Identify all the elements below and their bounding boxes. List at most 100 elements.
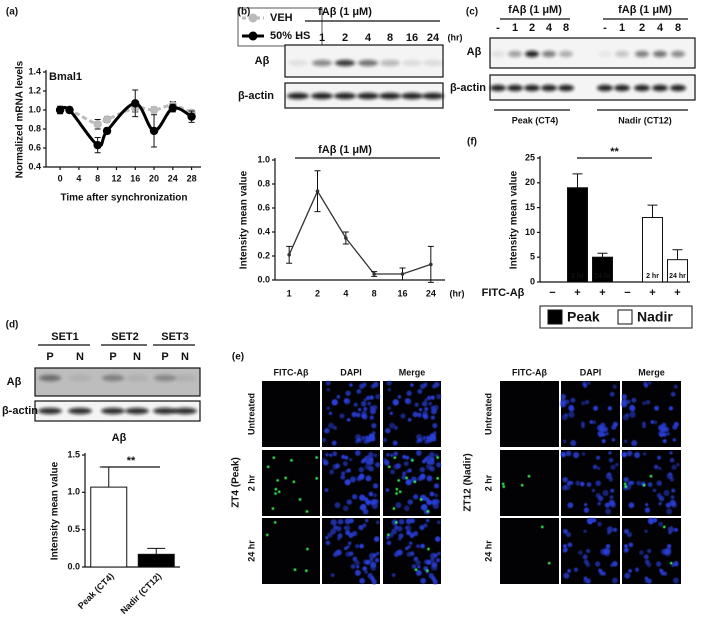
nucleus <box>422 437 426 441</box>
y-tick-label: 20 <box>525 177 535 187</box>
legend-label: VEH <box>270 12 293 24</box>
nucleus <box>625 483 632 491</box>
band <box>490 84 506 92</box>
nucleus <box>390 469 396 475</box>
band <box>524 84 540 92</box>
nucleus <box>350 564 356 569</box>
nucleus <box>387 406 392 411</box>
legend-swatch <box>547 309 563 325</box>
nucleus <box>407 545 411 549</box>
nucleus <box>436 551 441 556</box>
fitc-signal <box>305 569 308 573</box>
fitc-signal <box>266 465 270 469</box>
fitc-signal <box>426 510 430 513</box>
nucleus <box>416 434 423 441</box>
fitc-signal <box>265 533 269 537</box>
point <box>65 105 74 115</box>
nucleus <box>328 422 335 429</box>
nucleus <box>373 483 379 489</box>
fitc-signal <box>662 525 666 529</box>
nucleus <box>601 439 606 444</box>
set-label: SET1 <box>51 331 79 343</box>
y-tick-label: 1.2 <box>28 85 41 95</box>
band <box>334 92 356 100</box>
nucleus <box>409 518 415 524</box>
fitc-signal <box>642 483 646 487</box>
nucleus <box>634 451 641 459</box>
nucleus <box>592 464 598 470</box>
nucleus <box>365 475 372 482</box>
nucleus <box>354 569 361 576</box>
y-tick-label: 0.0 <box>257 274 270 284</box>
nucleus <box>629 405 636 411</box>
nucleus <box>592 420 597 425</box>
nucleus <box>430 405 435 410</box>
row-label: Untreated <box>246 393 256 435</box>
fitc-signal <box>419 498 423 501</box>
blot-header: fAβ (1 μM) <box>508 4 562 16</box>
point <box>168 103 178 113</box>
panel-label: (d) <box>6 320 19 331</box>
nucleus <box>417 476 423 482</box>
bar-label: 24 hr <box>669 273 686 280</box>
nucleus <box>417 565 421 569</box>
nucleus <box>335 525 342 532</box>
fitc-signal <box>397 479 400 482</box>
nucleus <box>341 454 346 460</box>
band <box>525 50 539 58</box>
nucleus <box>361 437 365 441</box>
nucleus <box>375 551 380 556</box>
x-tick-label: + <box>599 287 605 299</box>
nucleus <box>424 407 429 412</box>
nucleus <box>332 425 338 430</box>
nucleus <box>597 424 604 431</box>
nucleus <box>330 528 337 535</box>
column-label: DAPI <box>340 367 362 377</box>
nucleus <box>367 459 374 466</box>
nucleus <box>591 488 596 493</box>
y-tick-label: 10 <box>525 227 535 237</box>
point <box>149 126 159 136</box>
nucleus <box>583 579 588 584</box>
lane-unit: (hr) <box>448 32 463 42</box>
fitc-signal <box>501 482 505 486</box>
nucleus <box>568 405 575 411</box>
nucleus <box>329 469 335 475</box>
nucleus <box>413 530 419 537</box>
nucleus <box>360 401 367 407</box>
nucleus <box>426 395 432 401</box>
nucleus <box>649 520 654 525</box>
nucleus <box>363 398 367 402</box>
nucleus <box>602 426 609 433</box>
nucleus <box>429 451 435 458</box>
y-tick-label: 1.5 <box>67 449 80 459</box>
nucleus <box>391 519 398 526</box>
nucleus <box>325 380 331 386</box>
nucleus <box>403 505 410 512</box>
y-tick-label: 1.4 <box>28 66 41 76</box>
fitc-signal <box>392 507 396 510</box>
band <box>541 84 557 92</box>
nucleus <box>358 466 365 473</box>
nucleus <box>403 461 409 467</box>
nucleus <box>364 570 368 574</box>
nucleus <box>644 579 649 584</box>
nucleus <box>356 476 362 482</box>
y-tick-label: 15 <box>525 202 535 212</box>
nucleus <box>417 388 423 394</box>
band <box>357 92 379 100</box>
nucleus <box>433 381 440 388</box>
fitc-signal <box>405 476 408 480</box>
nucleus <box>321 438 327 443</box>
nucleus <box>628 569 632 573</box>
band <box>154 374 176 382</box>
nucleus <box>435 557 441 563</box>
nucleus <box>361 459 365 464</box>
lane-label: - <box>603 22 607 34</box>
nucleus <box>650 420 655 424</box>
fitc-signal <box>276 479 279 482</box>
nucleus <box>627 480 633 486</box>
nucleus <box>434 536 441 542</box>
nucleus <box>406 390 412 396</box>
